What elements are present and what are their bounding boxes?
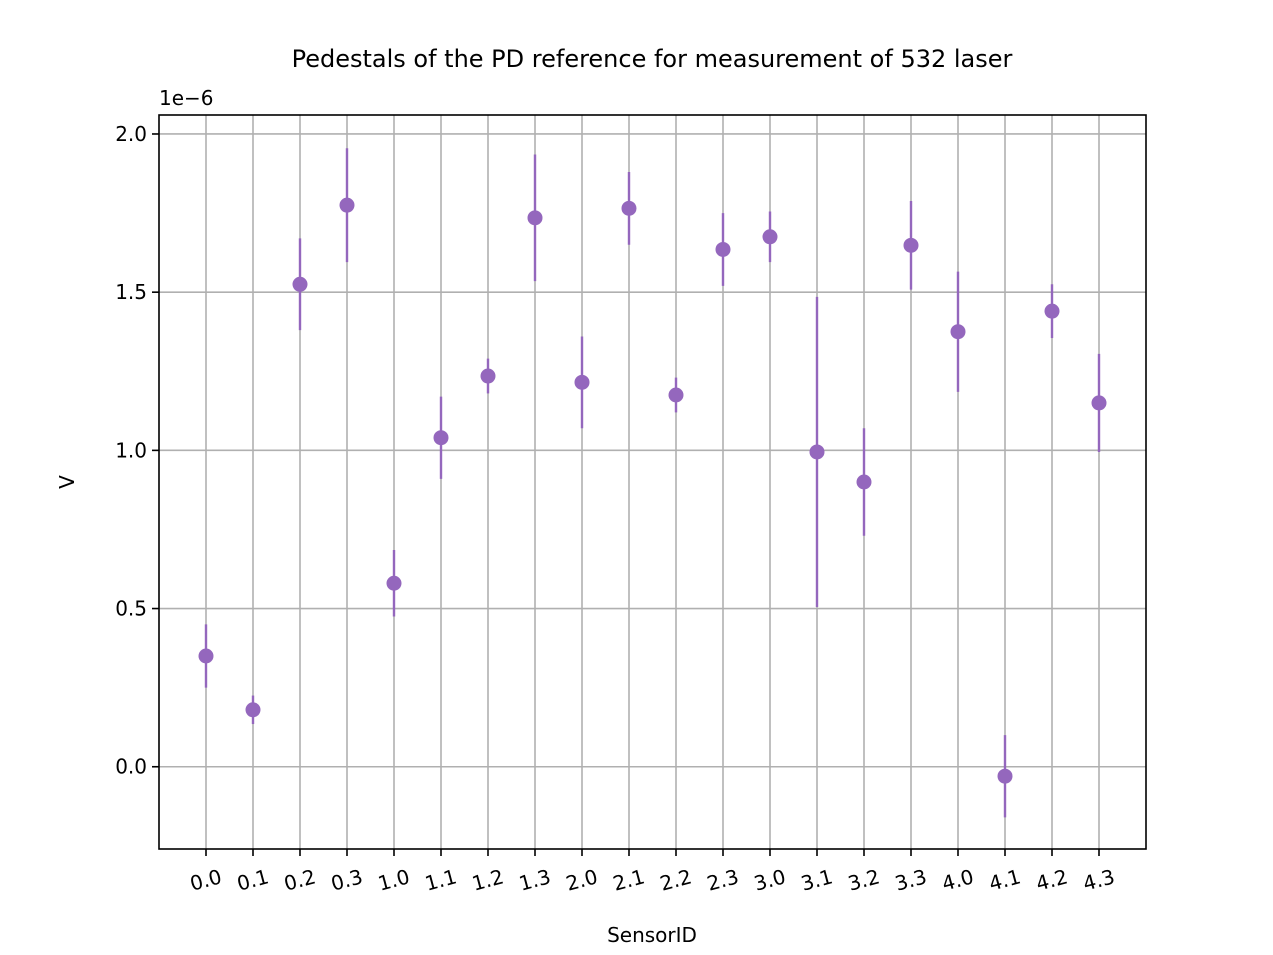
data-point (433, 430, 449, 446)
data-point (198, 648, 214, 664)
data-point (668, 387, 684, 403)
data-point (386, 575, 402, 591)
data-point (950, 324, 966, 340)
data-point (809, 444, 825, 460)
data-point (1091, 395, 1107, 411)
x-axis-label: SensorID (607, 923, 697, 947)
y-axis-label: V (55, 475, 79, 489)
data-point (762, 229, 778, 245)
y-axis-ticks: 0.0 0.5 1.0 1.5 2.0 (115, 122, 159, 779)
data-point (480, 368, 496, 384)
data-point (245, 702, 261, 718)
data-point (715, 241, 731, 257)
data-point (574, 374, 590, 390)
y-tick-label: 2.0 (115, 122, 147, 146)
data-points (198, 197, 1107, 784)
data-point (527, 210, 543, 226)
y-tick-label: 0.0 (115, 755, 147, 779)
y-tick-label: 1.5 (115, 280, 147, 304)
y-offset-label: 1e−6 (159, 86, 214, 110)
data-point (339, 197, 355, 213)
data-point (621, 200, 637, 216)
data-point (292, 276, 308, 292)
data-point (1044, 303, 1060, 319)
y-tick-label: 1.0 (115, 438, 147, 462)
y-tick-label: 0.5 (115, 597, 147, 621)
data-point (856, 474, 872, 490)
chart-title: Pedestals of the PD reference for measur… (292, 45, 1013, 73)
data-point (997, 768, 1013, 784)
data-point (903, 237, 919, 253)
plot-frame (158, 114, 1147, 850)
